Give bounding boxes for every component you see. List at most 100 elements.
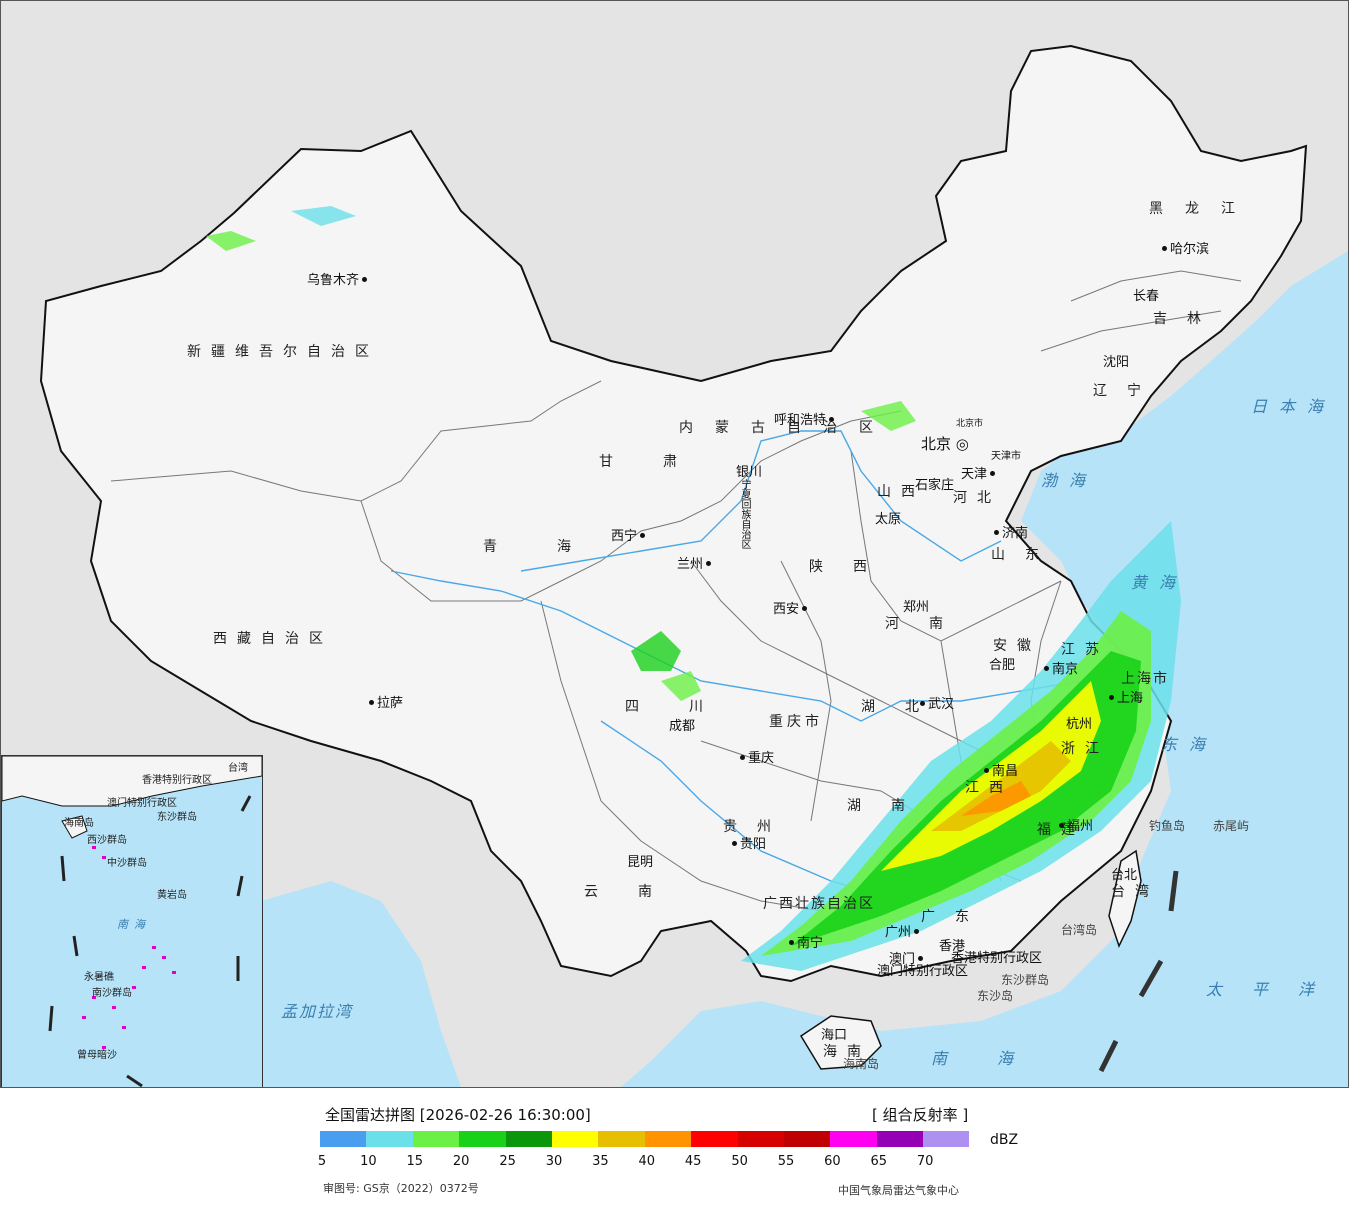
city-label: 合肥 <box>989 658 1016 673</box>
china-map <box>39 44 1348 1087</box>
city-label: 海口 <box>821 1028 848 1043</box>
province-label: 河南 <box>885 616 973 632</box>
inset-label: 海南岛 <box>64 818 94 829</box>
city-label: 南宁 <box>786 932 823 951</box>
taiwan-island <box>1108 849 1142 948</box>
city-label: 沈阳 <box>1103 355 1130 370</box>
inset-map <box>2 756 262 1087</box>
islet-label: 海南岛 <box>843 1057 880 1071</box>
sea-label: 黄海 <box>1131 573 1188 592</box>
radar-echo <box>206 206 1181 971</box>
islet-label: 钓鱼岛 <box>1149 819 1186 833</box>
color-swatch <box>644 1131 692 1147</box>
inset-label: 曾母暗沙 <box>77 1050 117 1061</box>
inset-label: 澳门特别行政区 <box>107 798 177 809</box>
province-label: 湖南 <box>847 798 935 814</box>
color-swatch <box>366 1131 413 1147</box>
city-label: 济南 <box>991 522 1028 541</box>
city-label: 昆明 <box>627 855 654 870</box>
color-swatch <box>783 1131 831 1147</box>
city-label: 兰州 <box>677 553 714 572</box>
city-label: 香港 <box>939 939 966 954</box>
scale-tick-label: 70 <box>916 1154 934 1169</box>
inset-label: 香港特别行政区 <box>142 775 212 786</box>
sea-label: 孟加拉湾 <box>281 1002 354 1021</box>
scale-tick-label: 25 <box>499 1154 516 1169</box>
province-label: 安徽 <box>993 638 1041 654</box>
inset-label: 西沙群岛 <box>87 835 127 846</box>
province-label: 江苏 <box>1061 642 1109 658</box>
province-borders <box>110 270 1242 912</box>
color-swatch <box>412 1131 460 1147</box>
scale-tick-label: 40 <box>638 1154 656 1169</box>
city-label-capital: 北京 ◎ <box>921 435 969 453</box>
map-approval-number: 审图号: GS京（2022）0372号 <box>323 1182 479 1195</box>
islet-label: 东沙群岛 <box>1001 973 1050 987</box>
scale-tick-label: 65 <box>870 1154 888 1169</box>
scale-tick-label: 30 <box>545 1154 563 1169</box>
map-frame: 乌鲁木齐 拉萨 西宁 兰州 银川 呼和浩特 北京 ◎ 天津 石家庄 太原 济南 … <box>0 0 1349 1088</box>
province-label: 北京市 <box>956 419 984 429</box>
city-label: 武汉 <box>917 693 954 712</box>
color-swatch <box>505 1131 552 1147</box>
sea-label: 日本海 <box>1251 397 1336 416</box>
province-label: 福建 <box>1037 822 1085 838</box>
hainan-island <box>799 1015 882 1070</box>
scale-tick-label: 35 <box>592 1154 609 1169</box>
color-swatch <box>737 1131 784 1147</box>
color-swatch <box>459 1131 506 1147</box>
unit-label: dBZ <box>990 1132 1019 1148</box>
pacific-sea-area <box>621 251 1348 1087</box>
color-swatch <box>691 1131 738 1147</box>
color-swatch <box>923 1131 970 1147</box>
scale-tick-label: 10 <box>360 1154 377 1169</box>
province-label: 西藏自治区 <box>213 631 333 647</box>
city-label: 广州 <box>885 921 922 940</box>
source-credit: 中国气象局雷达气象中心 <box>838 1184 959 1197</box>
province-label: 黑龙江 <box>1149 201 1257 217</box>
province-label: 甘肃 <box>599 454 727 470</box>
province-label: 吉林 <box>1153 311 1221 327</box>
legend: 全国雷达拼图 [2026-02-26 16:30:00] [ 组合反射率 ] 5… <box>0 1088 1349 1208</box>
province-label: 内蒙古自治区 <box>679 420 895 436</box>
islet-label: 东沙岛 <box>977 989 1014 1003</box>
city-label: 拉萨 <box>366 692 403 711</box>
province-label: 山西 <box>877 484 925 500</box>
islet-label: 台湾岛 <box>1061 923 1098 937</box>
province-label: 新疆维吾尔自治区 <box>187 344 379 360</box>
inset-label: 永暑礁 <box>84 972 114 983</box>
south-china-sea-inset: 海南岛 东沙群岛 中沙群岛 黄岩岛 西沙群岛 永暑礁 南沙群岛 曾母暗沙 香港特… <box>1 755 263 1087</box>
scale-tick-label: 20 <box>452 1154 470 1169</box>
sea-label: 南海 <box>931 1049 1064 1068</box>
province-label: 宁夏回族自治区 <box>739 479 750 549</box>
scale-tick-label: 50 <box>731 1154 748 1169</box>
province-label: 河北 <box>953 490 1001 506</box>
city-label: 福州 <box>1056 815 1093 834</box>
city-label: 银川 <box>736 465 763 480</box>
sea-label: 渤海 <box>1041 471 1098 490</box>
scale-tick-label: 45 <box>684 1154 702 1169</box>
city-label: 哈尔滨 <box>1159 238 1209 257</box>
province-label: 广西壮族自治区 <box>763 896 875 912</box>
city-label: 台北 <box>1111 868 1138 883</box>
province-label: 天津市 <box>991 451 1021 462</box>
city-label: 上海 <box>1106 687 1143 706</box>
bay-of-bengal-area <box>261 881 461 1087</box>
province-label: 四川 <box>625 699 753 715</box>
color-swatch <box>876 1131 924 1147</box>
province-label: 澳门特别行政区 <box>877 964 969 979</box>
province-label: 广东 <box>921 909 989 925</box>
province-label: 台湾 <box>1111 884 1159 900</box>
province-label: 山东 <box>991 547 1059 563</box>
province-label: 海南 <box>823 1044 871 1060</box>
inset-label: 东沙群岛 <box>157 812 197 823</box>
sea-label: 太平洋 <box>1206 980 1345 999</box>
city-label: 澳门 <box>889 948 926 967</box>
city-label: 重庆 <box>737 747 774 766</box>
inset-sea-label: 南海 <box>117 918 151 931</box>
color-swatch <box>830 1131 877 1147</box>
province-label: 湖北 <box>861 699 949 715</box>
city-label: 西宁 <box>611 525 648 544</box>
scale-tick-label: 5 <box>317 1154 327 1169</box>
